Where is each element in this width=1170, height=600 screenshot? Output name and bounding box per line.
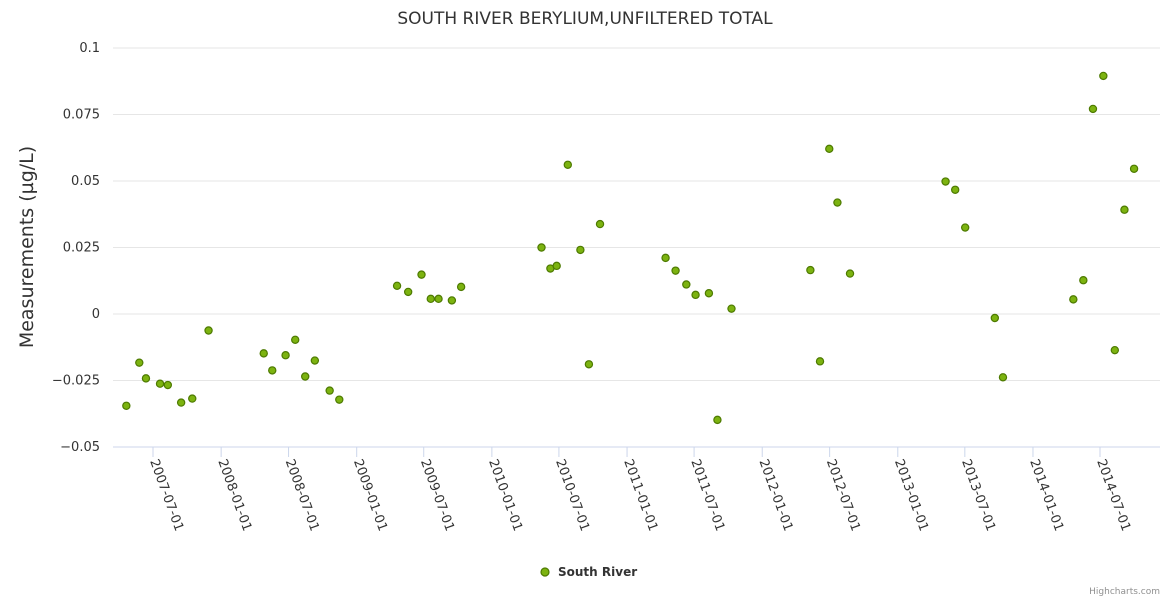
data-point[interactable] bbox=[122, 401, 131, 410]
data-point[interactable] bbox=[825, 144, 834, 154]
y-tick-label: 0.075 bbox=[63, 108, 100, 123]
data-point[interactable] bbox=[990, 313, 1000, 323]
x-tick-label: 2014-07-01 bbox=[1093, 457, 1133, 533]
x-tick-label: 2008-01-01 bbox=[214, 457, 254, 533]
legend-marker[interactable] bbox=[540, 567, 550, 577]
x-tick-label: 2012-07-01 bbox=[823, 457, 863, 533]
data-point[interactable] bbox=[671, 266, 680, 275]
data-point[interactable] bbox=[310, 356, 320, 365]
data-point[interactable] bbox=[447, 296, 457, 305]
data-point[interactable] bbox=[1129, 164, 1139, 173]
data-point[interactable] bbox=[845, 269, 855, 278]
data-point[interactable] bbox=[833, 198, 842, 207]
data-point[interactable] bbox=[1088, 104, 1098, 114]
data-point[interactable] bbox=[537, 243, 546, 252]
data-point[interactable] bbox=[584, 360, 594, 369]
data-point[interactable] bbox=[682, 280, 691, 289]
data-point[interactable] bbox=[1110, 345, 1120, 355]
y-tick-label: 0.05 bbox=[71, 174, 100, 189]
data-point[interactable] bbox=[204, 326, 213, 335]
y-tick-label: 0.1 bbox=[79, 41, 100, 56]
data-point[interactable] bbox=[727, 304, 736, 313]
data-point[interactable] bbox=[1099, 71, 1108, 81]
data-point[interactable] bbox=[392, 281, 402, 291]
data-point[interactable] bbox=[1069, 295, 1078, 304]
y-tick-label: 0 bbox=[92, 307, 100, 322]
x-tick-label: 2010-01-01 bbox=[485, 457, 525, 533]
data-point[interactable] bbox=[691, 290, 700, 300]
y-axis-label: Measurements (µg/L) bbox=[16, 146, 38, 348]
legend[interactable]: South River bbox=[540, 565, 637, 579]
data-point[interactable] bbox=[417, 270, 426, 279]
x-tick-label: 2014-01-01 bbox=[1026, 457, 1066, 533]
data-point[interactable] bbox=[456, 282, 466, 292]
x-tick-label: 2011-01-01 bbox=[620, 457, 660, 533]
data-point[interactable] bbox=[259, 349, 268, 358]
credits-link[interactable]: Highcharts.com bbox=[1089, 587, 1160, 597]
data-point[interactable] bbox=[1120, 205, 1129, 214]
data-point[interactable] bbox=[806, 265, 815, 275]
data-point[interactable] bbox=[1079, 276, 1088, 285]
data-point[interactable] bbox=[661, 253, 670, 263]
data-point[interactable] bbox=[815, 357, 825, 366]
data-point[interactable] bbox=[403, 287, 413, 297]
data-point[interactable] bbox=[595, 219, 605, 229]
data-point[interactable] bbox=[576, 245, 585, 255]
x-tick-label: 2010-07-01 bbox=[552, 457, 592, 533]
data-point[interactable] bbox=[998, 373, 1008, 382]
data-point[interactable] bbox=[155, 379, 165, 388]
data-point[interactable] bbox=[426, 294, 435, 304]
x-tick-label: 2009-07-01 bbox=[417, 457, 457, 533]
x-tick-label: 2013-07-01 bbox=[958, 457, 998, 533]
y-tick-label: 0.025 bbox=[63, 241, 100, 256]
data-point[interactable] bbox=[176, 398, 186, 407]
data-point[interactable] bbox=[188, 394, 197, 403]
data-point[interactable] bbox=[552, 261, 561, 271]
data-point[interactable] bbox=[713, 415, 722, 425]
data-point[interactable] bbox=[434, 294, 443, 304]
x-tick-label: 2009-01-01 bbox=[350, 457, 390, 533]
legend-label[interactable]: South River bbox=[558, 565, 637, 579]
y-axis: 0.1 0.075 0.05 0.025 0 −0.025 −0.05 bbox=[52, 41, 100, 455]
data-point[interactable] bbox=[941, 177, 950, 186]
x-tick-label: 2013-01-01 bbox=[891, 457, 931, 533]
data-point[interactable] bbox=[141, 374, 151, 383]
x-axis: 2007-07-01 2008-01-01 2008-07-01 2009-01-01… bbox=[146, 447, 1133, 533]
data-point[interactable] bbox=[268, 366, 277, 375]
data-point[interactable] bbox=[301, 372, 310, 381]
data-point[interactable] bbox=[563, 160, 572, 169]
series-south-river[interactable] bbox=[122, 71, 1139, 425]
x-tick-label: 2011-07-01 bbox=[687, 457, 727, 533]
data-point[interactable] bbox=[960, 223, 970, 232]
y-tick-label: −0.025 bbox=[52, 374, 100, 389]
chart-title: SOUTH RIVER BERYLIUM,UNFILTERED TOTAL bbox=[397, 9, 773, 29]
data-point[interactable] bbox=[325, 386, 334, 395]
x-tick-label: 2012-01-01 bbox=[755, 457, 795, 533]
data-point[interactable] bbox=[704, 289, 714, 298]
data-point[interactable] bbox=[950, 185, 960, 194]
data-point[interactable] bbox=[135, 358, 144, 367]
grid bbox=[113, 47, 1160, 448]
data-point[interactable] bbox=[335, 395, 344, 404]
x-tick-label: 2007-07-01 bbox=[146, 457, 186, 533]
x-tick-label: 2008-07-01 bbox=[282, 457, 322, 533]
data-point[interactable] bbox=[281, 351, 290, 360]
y-tick-label: −0.05 bbox=[60, 440, 100, 455]
data-point[interactable] bbox=[291, 335, 300, 345]
data-point[interactable] bbox=[163, 380, 173, 390]
